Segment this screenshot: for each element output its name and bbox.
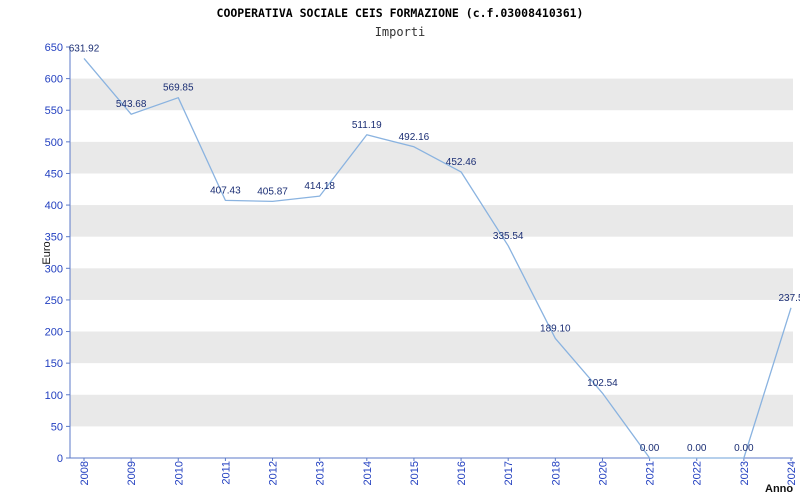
y-tick-label: 500 [45, 137, 63, 149]
x-axis-title: Anno [765, 483, 793, 495]
y-axis-title: Euro [41, 241, 53, 264]
data-point-label: 569.85 [163, 83, 194, 94]
data-labels: 631.92 543.68 569.85 407.43 405.87 414.18 511.… [69, 43, 800, 454]
data-point-label: 335.54 [493, 231, 524, 242]
x-tick-label: 2011 [220, 461, 232, 485]
y-tick-label: 200 [45, 327, 63, 339]
x-tick-label: 2012 [268, 461, 280, 485]
y-tick-label: 600 [45, 74, 63, 86]
plot-band [70, 394, 793, 427]
plot-bands [70, 78, 793, 427]
y-tick-label: 50 [51, 421, 63, 433]
data-point-label: 102.54 [587, 378, 618, 389]
data-point-label: 492.16 [399, 132, 430, 143]
x-tick-label: 2015 [409, 461, 421, 485]
series-line [83, 58, 792, 459]
x-tick-label: 2013 [315, 461, 327, 485]
x-tick-label: 2009 [126, 461, 138, 485]
data-point-label: 237.5 [778, 293, 800, 304]
y-tick-label: 400 [45, 200, 63, 212]
plot-band [70, 331, 793, 364]
data-point-label: 543.68 [116, 99, 147, 110]
x-tick-label: 2024 [786, 461, 798, 485]
x-tick-label: 2017 [503, 461, 515, 485]
data-point-label: 414.18 [304, 181, 335, 192]
data-point-label: 0.00 [734, 443, 754, 454]
chart-title: COOPERATIVA SOCIALE CEIS FORMAZIONE (c.f… [216, 6, 584, 20]
plot-band [70, 205, 793, 237]
x-tick-label: 2008 [79, 461, 91, 485]
x-tick-label: 2016 [456, 461, 468, 485]
y-tick-label: 0 [57, 453, 63, 465]
y-axis: 0 50 100 150 200 250 300 350 400 450 500 550 600 650 [45, 42, 70, 465]
data-point-label: 405.87 [257, 186, 288, 197]
data-point-label: 631.92 [69, 43, 100, 54]
y-tick-label: 450 [45, 168, 63, 180]
data-point-label: 511.19 [352, 120, 382, 131]
plot-band [70, 78, 793, 111]
y-tick-label: 550 [45, 105, 63, 117]
x-tick-label: 2022 [692, 461, 704, 485]
plot-band [70, 268, 793, 300]
x-tick-label: 2020 [597, 461, 609, 485]
x-tick-label: 2014 [362, 461, 374, 485]
y-tick-label: 300 [45, 263, 63, 275]
plot-band [70, 141, 793, 174]
y-tick-label: 350 [45, 232, 63, 244]
chart-subtitle: Importi [374, 25, 426, 39]
data-point-label: 452.46 [446, 157, 477, 168]
data-point-label: 189.10 [540, 323, 571, 334]
data-point-label: 0.00 [687, 443, 707, 454]
x-tick-label: 2010 [173, 461, 185, 485]
y-tick-label: 650 [45, 42, 63, 54]
x-tick-label: 2023 [739, 461, 751, 485]
x-tick-label: 2018 [550, 461, 562, 485]
y-tick-label: 100 [45, 390, 63, 402]
y-tick-label: 250 [45, 295, 63, 307]
y-tick-label: 150 [45, 358, 63, 370]
x-tick-label: 2021 [645, 461, 657, 485]
data-point-label: 0.00 [640, 443, 660, 454]
x-axis: 2008 2009 2010 2011 2012 2013 2014 2015 2016 2017… [79, 458, 798, 485]
data-point-label: 407.43 [210, 185, 241, 196]
